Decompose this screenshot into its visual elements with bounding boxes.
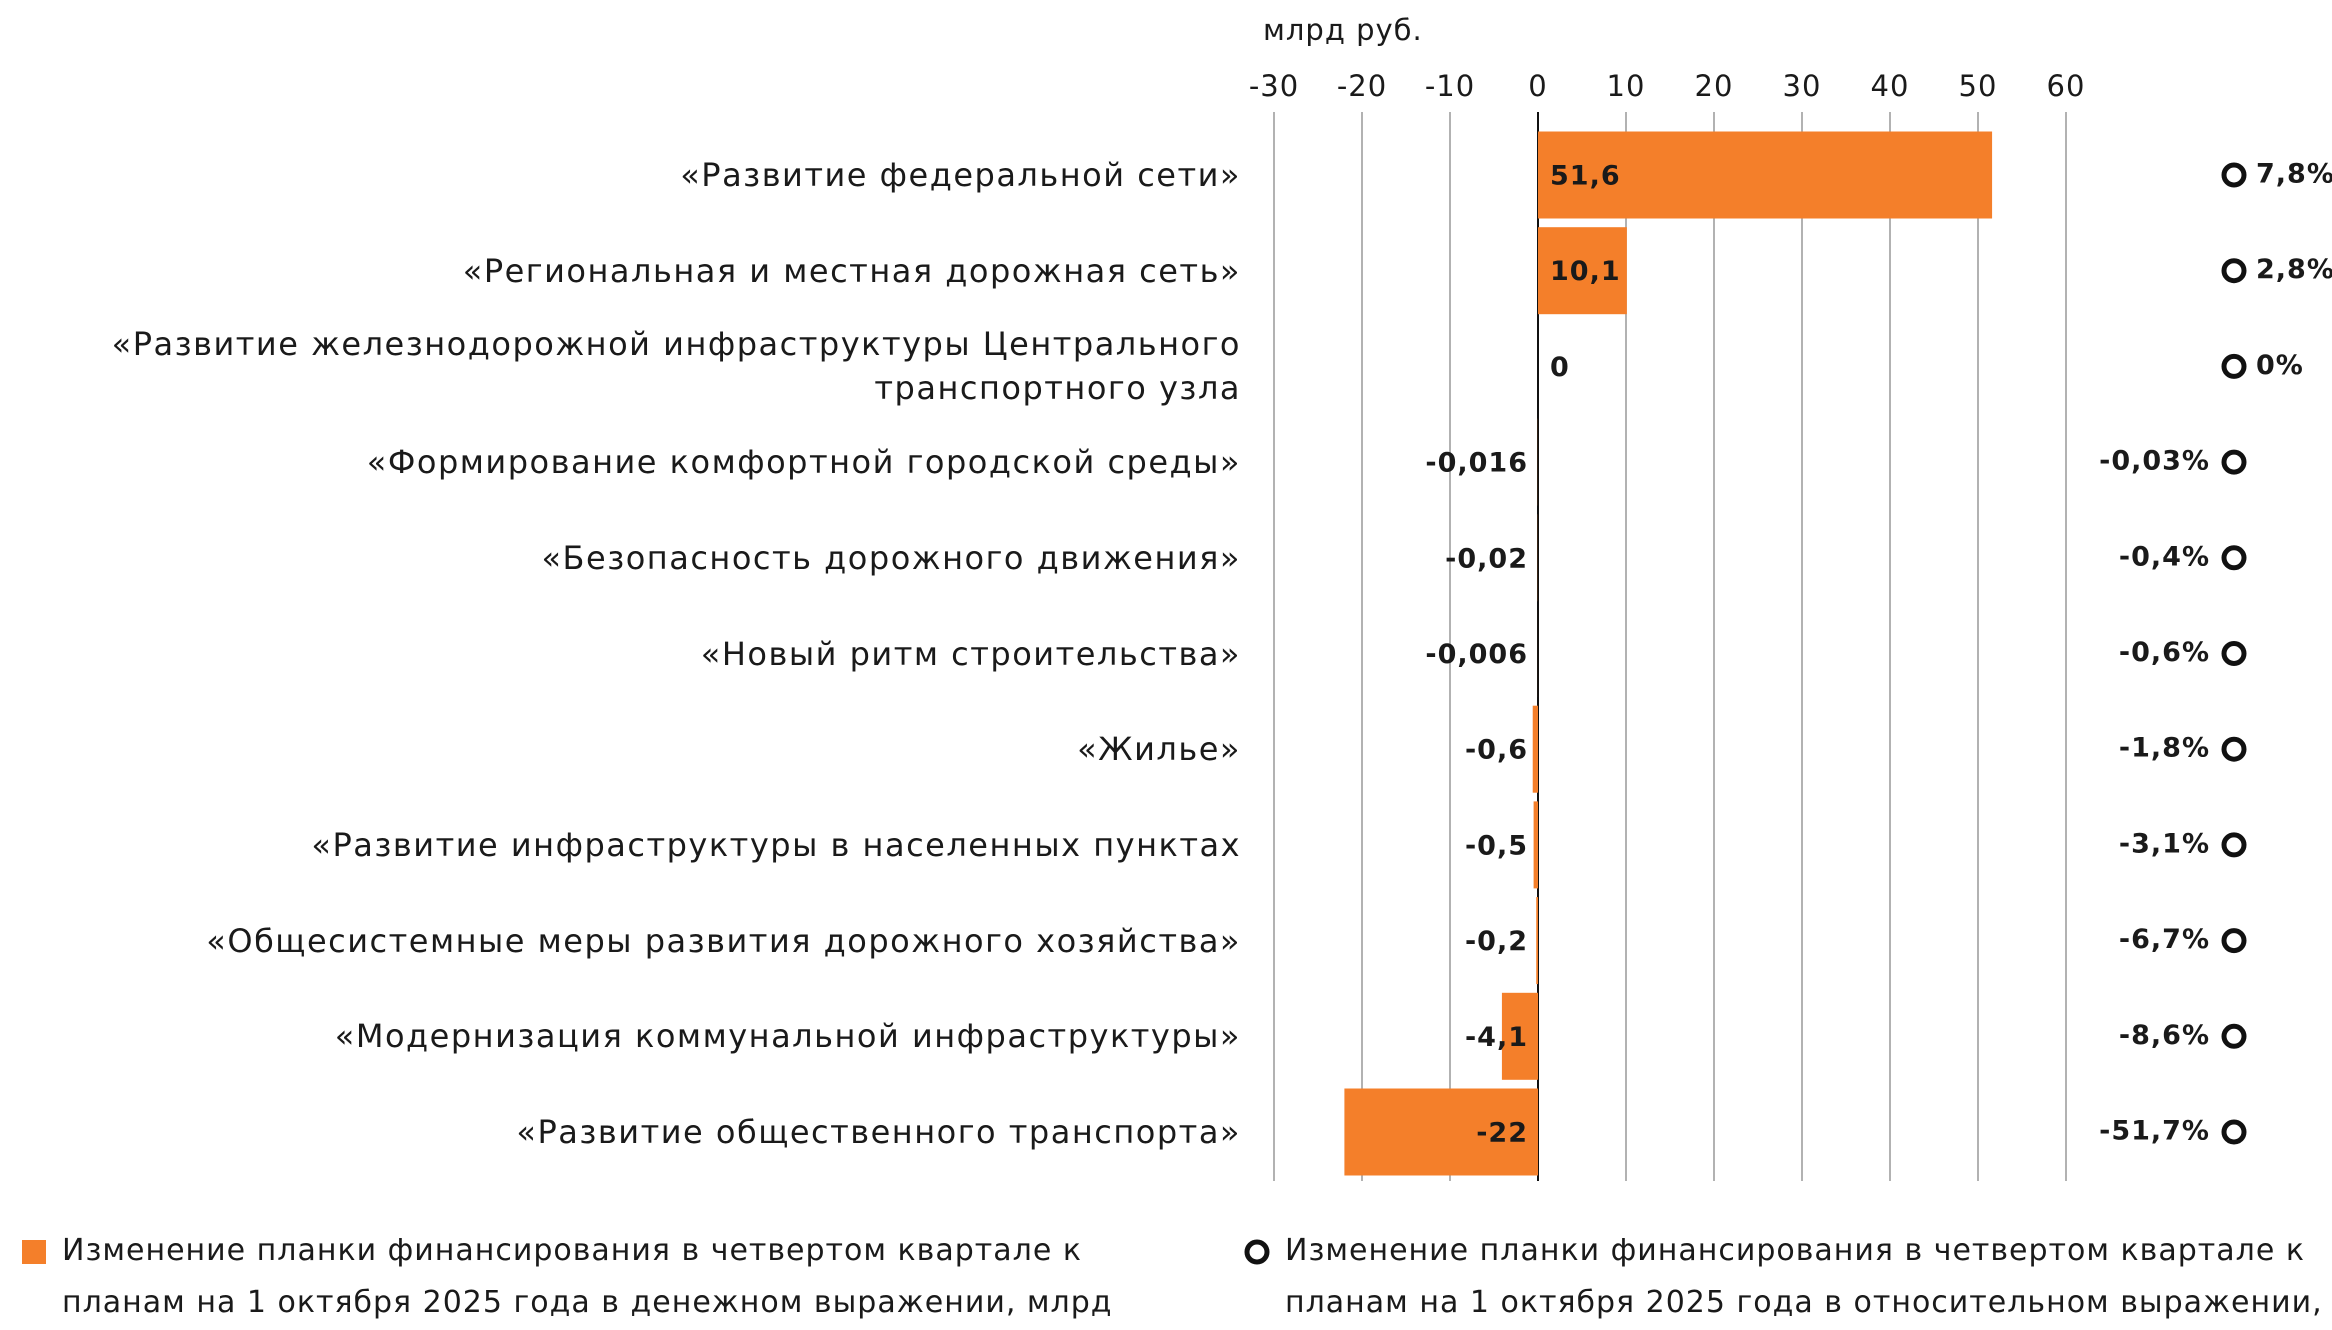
- percent-label: 2,8%: [2256, 254, 2332, 285]
- value-label: -0,5: [1465, 830, 1528, 861]
- category-label: «Жилье»: [1077, 730, 1241, 769]
- x-tick-label: 10: [1607, 69, 1646, 103]
- legend-label: Изменение планки финансирования в четвер…: [62, 1233, 1113, 1320]
- x-tick-label: -20: [1337, 69, 1387, 103]
- category-label: «Региональная и местная дорожная сеть»: [462, 251, 1241, 290]
- value-label: -0,6: [1465, 735, 1528, 766]
- value-label: -0,016: [1425, 448, 1528, 479]
- x-tick-label: 0: [1528, 69, 1547, 103]
- bar: [1344, 1088, 1538, 1176]
- percent-label: 0%: [2256, 350, 2304, 381]
- percent-marker: [2221, 545, 2247, 571]
- value-label: -0,02: [1445, 543, 1528, 574]
- percent-marker: [2221, 1023, 2247, 1049]
- legend-swatch: [22, 1240, 46, 1264]
- category-label: «Новый ритм строительства»: [700, 634, 1241, 673]
- percent-marker: [2221, 832, 2247, 858]
- percent-label: -0,4%: [2119, 541, 2210, 572]
- percent-marker: [2221, 1119, 2247, 1145]
- percent-label: -0,6%: [2119, 637, 2210, 668]
- percent-label: -1,8%: [2119, 733, 2210, 764]
- bar: [1501, 992, 1538, 1080]
- percent-label: -8,6%: [2119, 1020, 2210, 1051]
- percent-marker: [2221, 353, 2247, 379]
- x-tick-label: 20: [1695, 69, 1734, 103]
- value-label: 0: [1550, 352, 1570, 383]
- value-label: -0,006: [1425, 639, 1528, 670]
- category-label: «Безопасность дорожного движения»: [541, 538, 1241, 577]
- bar: [1536, 897, 1538, 985]
- legend-label: Изменение планки финансирования в четвер…: [1285, 1233, 2323, 1320]
- value-label: -0,2: [1465, 926, 1528, 957]
- x-tick-label: -30: [1249, 69, 1299, 103]
- value-label: 10,1: [1550, 256, 1621, 287]
- percent-label: -51,7%: [2099, 1116, 2210, 1147]
- percent-marker: [2221, 449, 2247, 475]
- value-label: -4,1: [1465, 1022, 1528, 1053]
- x-tick-label: 60: [2047, 69, 2086, 103]
- percent-marker: [2221, 928, 2247, 954]
- percent-marker: [2221, 162, 2247, 188]
- percent-label: -0,03%: [2099, 446, 2210, 477]
- percent-marker: [2221, 258, 2247, 284]
- value-label: -22: [1476, 1118, 1528, 1149]
- category-label: «Развитие общественного транспорта»: [516, 1113, 1241, 1151]
- percent-marker: [2221, 641, 2247, 666]
- percent-marker: [2221, 736, 2247, 762]
- bar: [1538, 131, 1993, 219]
- category-label: «Развитие федеральной сети»: [680, 156, 1241, 194]
- x-tick-label: -10: [1425, 69, 1475, 103]
- category-label: «Модернизация коммунальной инфраструктур…: [334, 1017, 1241, 1056]
- percent-label: -3,1%: [2119, 828, 2210, 859]
- percent-label: 7,8%: [2256, 159, 2332, 190]
- x-tick-label: 50: [1959, 69, 1998, 103]
- x-tick-label: 40: [1871, 69, 1910, 103]
- bar: [1538, 227, 1627, 315]
- category-label: «Развитие железнодорожной инфраструктуры…: [111, 325, 1241, 408]
- category-label: «Формирование комфортной городской среды…: [366, 443, 1241, 482]
- value-label: 51,6: [1550, 161, 1621, 192]
- category-label: «Развитие инфраструктуры в населенных пу…: [311, 825, 1241, 864]
- category-label: «Общесистемные меры развития дорожного х…: [206, 921, 1241, 960]
- bar: [1532, 705, 1538, 793]
- axis-unit: млрд руб.: [1263, 13, 1423, 47]
- bar: [1533, 801, 1538, 889]
- legend-marker: [1244, 1239, 1270, 1265]
- x-tick-label: 30: [1783, 69, 1822, 103]
- percent-label: -6,7%: [2119, 924, 2210, 955]
